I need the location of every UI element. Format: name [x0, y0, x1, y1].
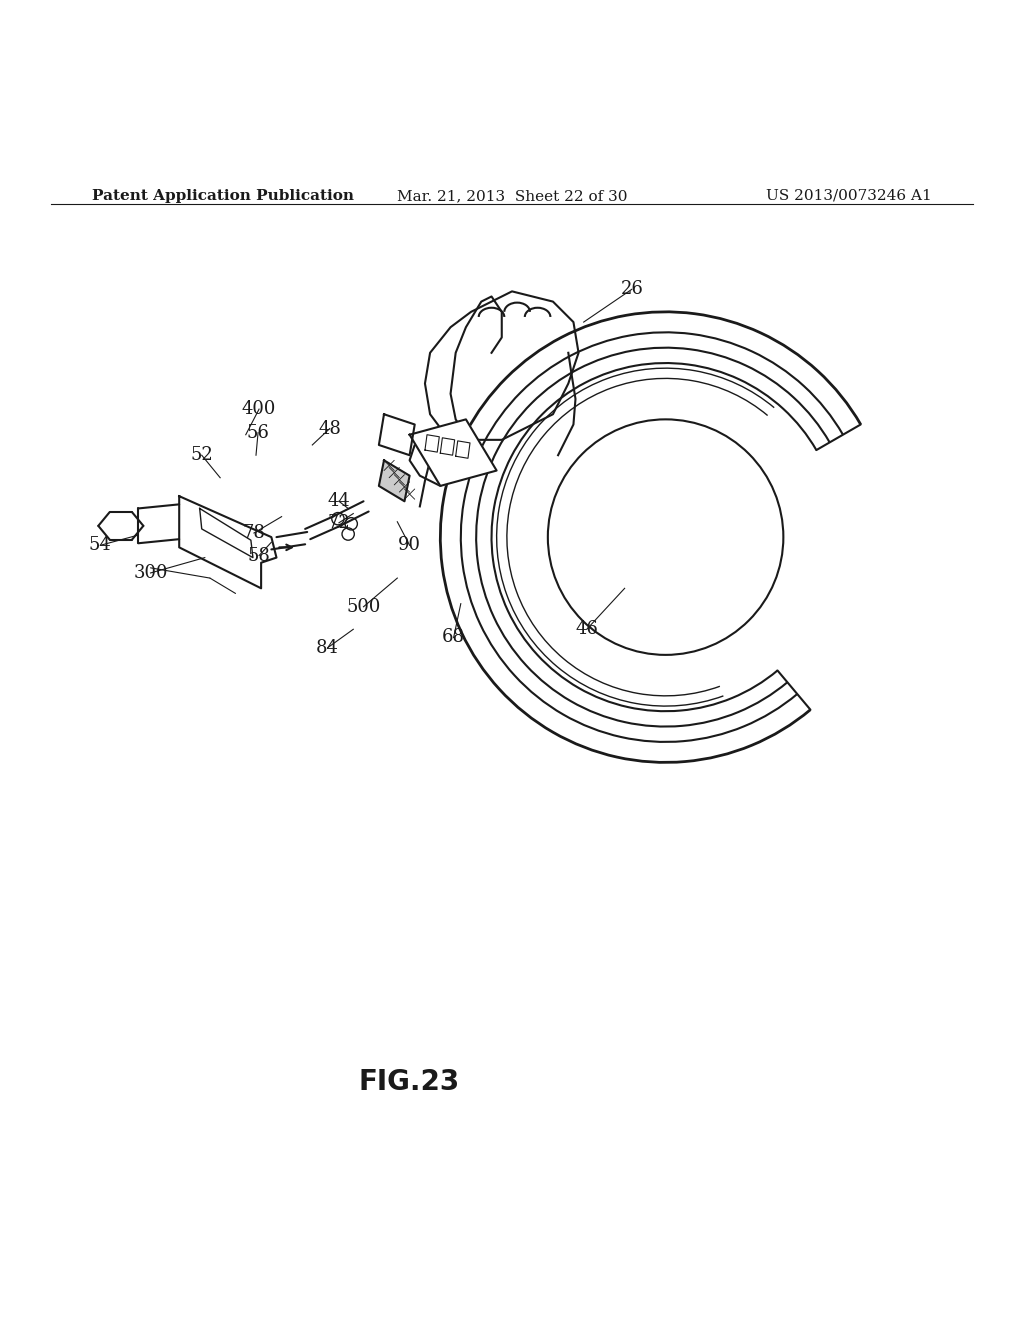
Text: 78: 78	[243, 524, 265, 543]
Text: 68: 68	[442, 628, 465, 647]
Text: 56: 56	[247, 424, 269, 442]
Text: 48: 48	[318, 420, 341, 437]
Text: 84: 84	[316, 639, 339, 657]
Polygon shape	[179, 496, 276, 589]
Text: 26: 26	[621, 280, 643, 298]
Text: 46: 46	[575, 620, 598, 639]
Text: 72: 72	[328, 513, 350, 532]
Text: 500: 500	[346, 598, 381, 615]
Text: US 2013/0073246 A1: US 2013/0073246 A1	[766, 189, 932, 203]
Text: 300: 300	[133, 564, 168, 582]
Text: 400: 400	[242, 400, 276, 418]
Text: 52: 52	[190, 446, 213, 465]
Text: 90: 90	[398, 536, 421, 554]
Text: 44: 44	[328, 492, 350, 511]
Text: FIG.23: FIG.23	[359, 1068, 460, 1096]
Polygon shape	[379, 461, 410, 502]
Text: Patent Application Publication: Patent Application Publication	[92, 189, 354, 203]
Polygon shape	[410, 420, 497, 486]
Polygon shape	[379, 414, 415, 455]
Text: 54: 54	[89, 536, 112, 554]
Text: 58: 58	[248, 546, 270, 565]
Text: Mar. 21, 2013  Sheet 22 of 30: Mar. 21, 2013 Sheet 22 of 30	[396, 189, 628, 203]
